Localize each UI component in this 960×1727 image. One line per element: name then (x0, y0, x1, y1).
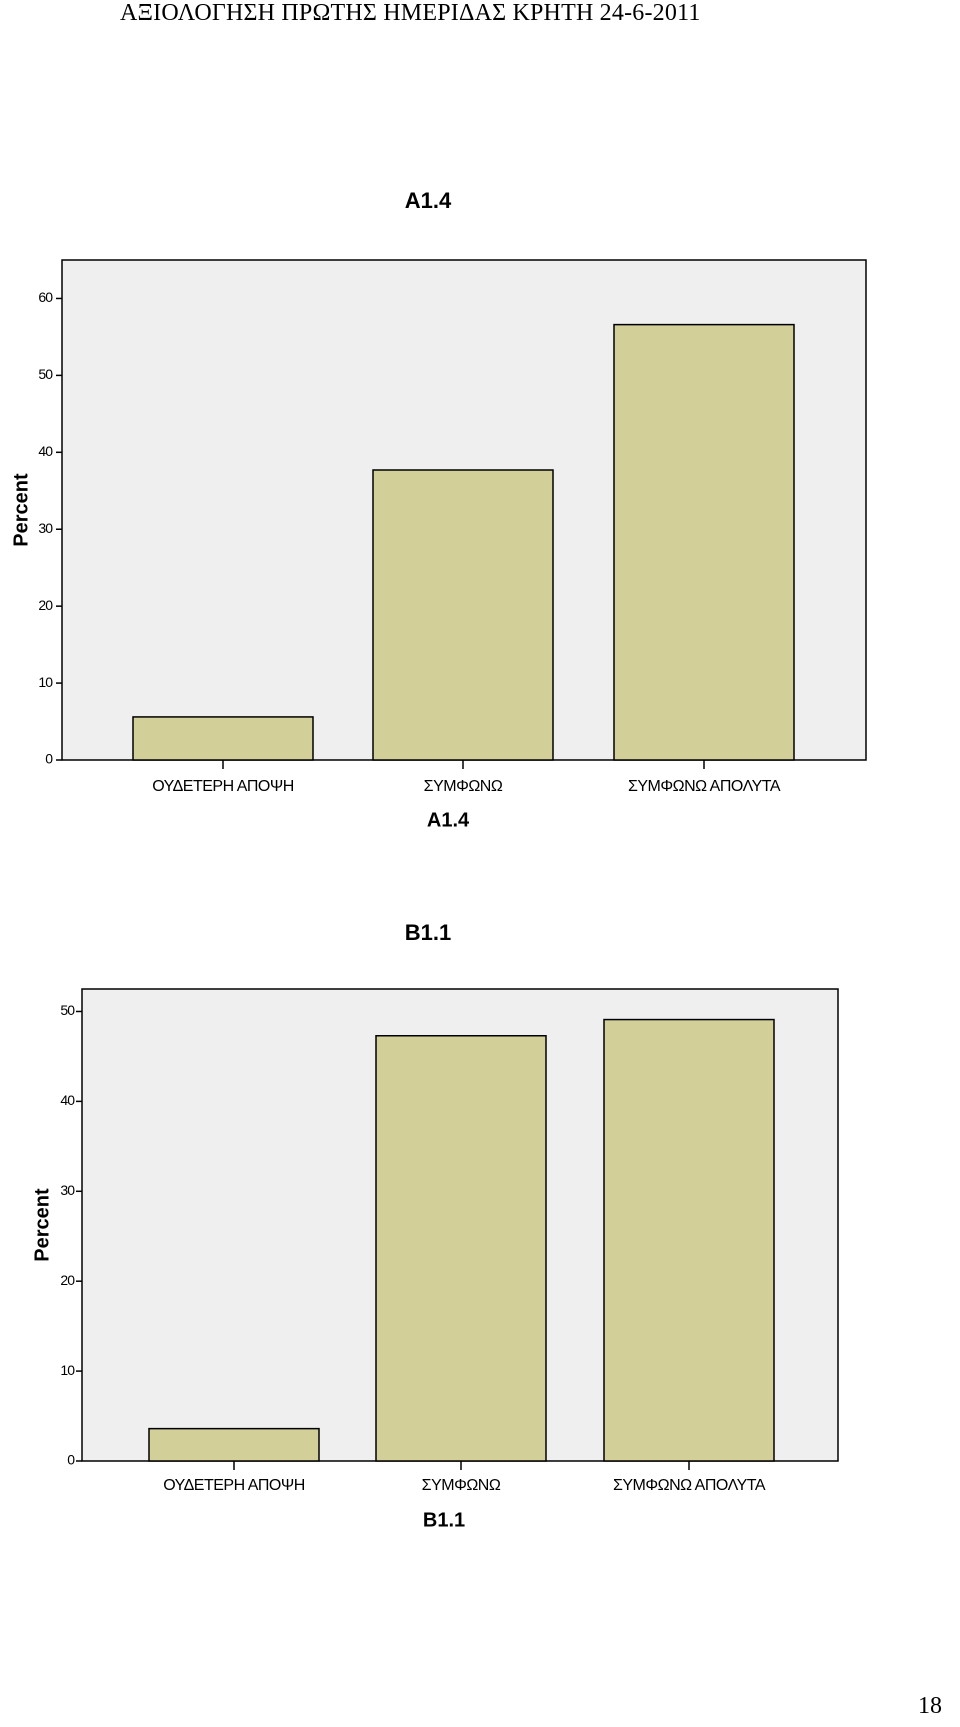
bar (603, 1018, 775, 1462)
chart-a1-4: A1.4 0 10 20 30 40 50 60 Percent ΟΥΔΕΤΕΡΗ ΑΠΟΨΗ ΣΥ… (10, 188, 867, 831)
page-number: 18 (918, 1693, 942, 1719)
bar (372, 469, 554, 761)
y-tick-label: 10 (60, 1362, 75, 1378)
page-header: ΑΞΙΟΛΟΓΗΣΗ ΠΡΩΤΗΣ ΗΜΕΡΙΔΑΣ ΚΡΗΤΗ 24-6-20… (120, 0, 701, 26)
x-axis-label: A1.4 (427, 809, 470, 831)
y-tick-label: 50 (60, 1002, 75, 1018)
bar (148, 1427, 320, 1462)
y-tick-label: 30 (60, 1182, 75, 1198)
bar (375, 1035, 547, 1462)
y-axis-label: Percent (10, 473, 32, 547)
y-tick-label: 50 (38, 366, 53, 382)
chart-title: A1.4 (405, 188, 452, 213)
bar (613, 323, 795, 761)
y-tick-label: 30 (38, 520, 53, 536)
bar (132, 716, 314, 761)
y-tick-label: 60 (38, 289, 53, 305)
y-tick-label: 0 (45, 751, 53, 767)
x-category-label: ΣΥΜΦΩΝΩ (424, 778, 503, 795)
chart-b1-1: B1.1 0 10 20 30 40 50 Percent ΟΥΔΕΤΕΡΗ ΑΠΟΨΗ ΣΥΜΦ… (31, 920, 839, 1531)
chart-title: B1.1 (405, 920, 451, 945)
y-tick-label: 40 (60, 1092, 75, 1108)
x-axis-label: B1.1 (423, 1509, 465, 1531)
y-tick-label: 0 (67, 1452, 75, 1468)
x-category-label: ΣΥΜΦΩΝΩ (422, 1477, 501, 1494)
x-category-label: ΟΥΔΕΤΕΡΗ ΑΠΟΨΗ (163, 1477, 305, 1494)
x-category-label: ΣΥΜΦΩΝΩ ΑΠΟΛΥΤΑ (613, 1477, 766, 1494)
y-tick-label: 40 (38, 443, 53, 459)
y-tick-label: 10 (38, 674, 53, 690)
y-axis-label: Percent (31, 1188, 53, 1262)
y-tick-label: 20 (38, 597, 53, 613)
y-tick-label: 20 (60, 1272, 75, 1288)
x-category-label: ΟΥΔΕΤΕΡΗ ΑΠΟΨΗ (152, 778, 294, 795)
x-category-label: ΣΥΜΦΩΝΩ ΑΠΟΛΥΤΑ (628, 778, 781, 795)
